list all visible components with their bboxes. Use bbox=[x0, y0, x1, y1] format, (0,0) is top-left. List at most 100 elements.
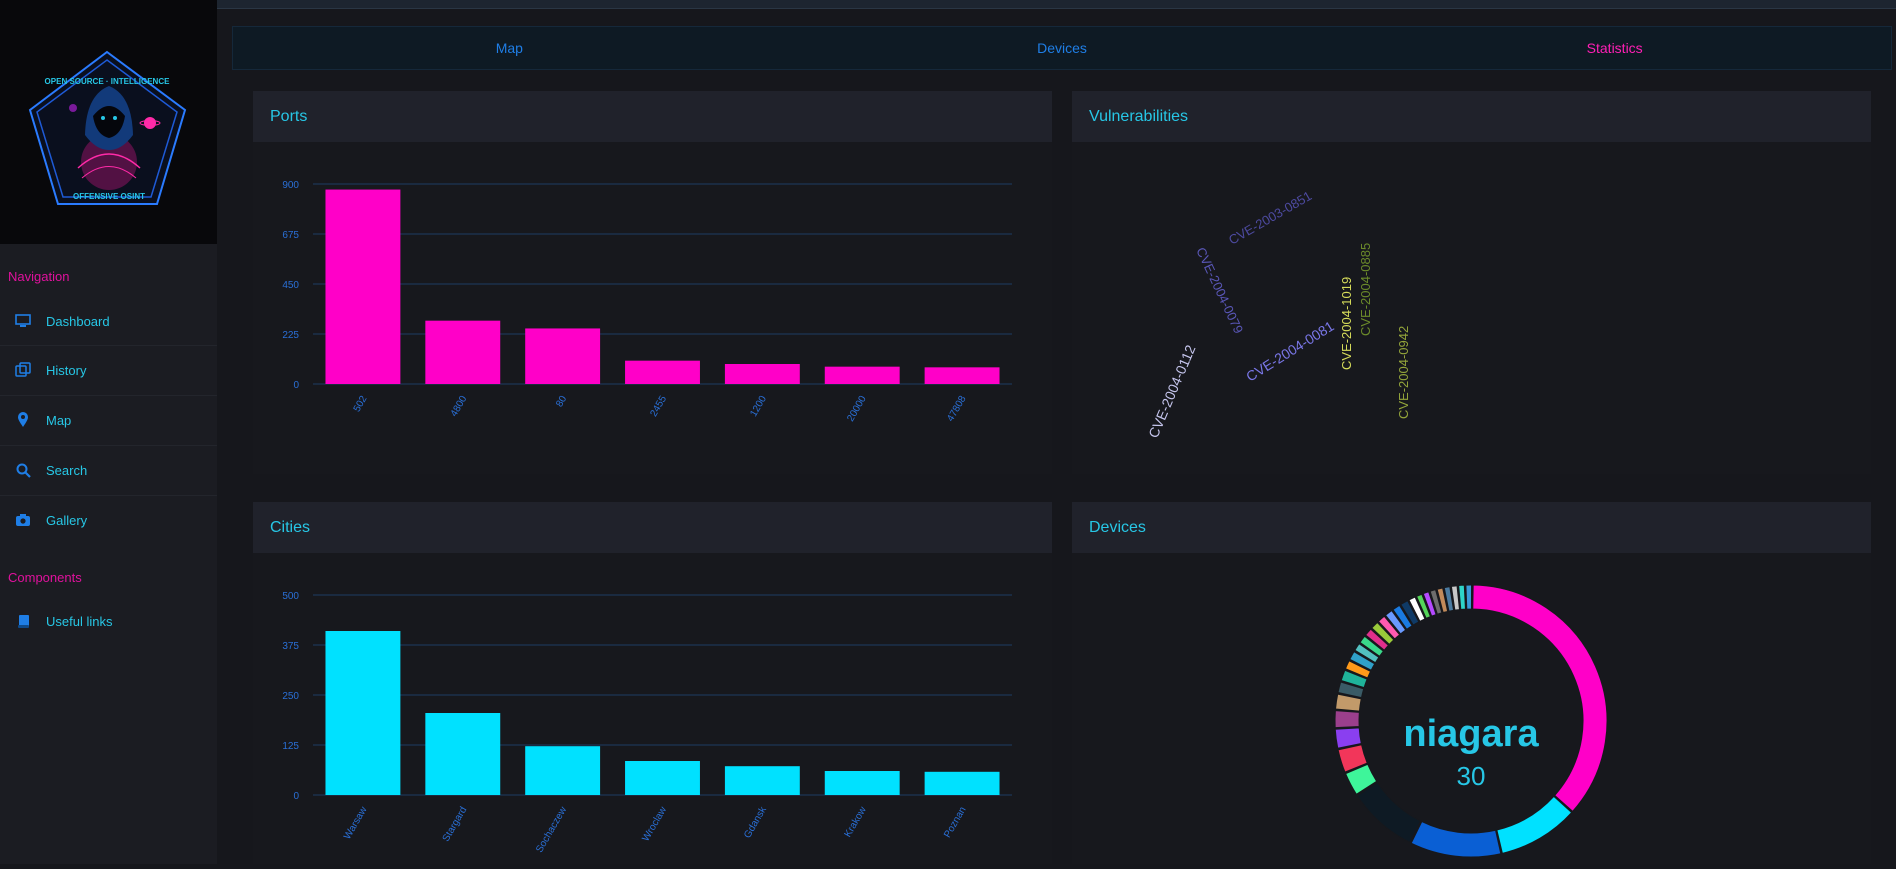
bar[interactable] bbox=[824, 771, 900, 795]
sidebar-item-history[interactable]: History bbox=[0, 346, 217, 394]
x-tick-label: Sochaczew bbox=[534, 804, 569, 854]
bar[interactable] bbox=[924, 367, 1000, 384]
donut-slice[interactable] bbox=[1422, 591, 1437, 617]
vuln-word: CVE-2004-0079 bbox=[1193, 245, 1246, 336]
donut-slice[interactable] bbox=[1371, 621, 1395, 646]
x-tick-label: Wroclaw bbox=[640, 804, 669, 843]
bar[interactable] bbox=[724, 766, 800, 795]
sidebar-item-map[interactable]: Map bbox=[0, 396, 217, 444]
donut-slice[interactable] bbox=[1344, 660, 1372, 679]
donut-slice[interactable] bbox=[1356, 781, 1422, 844]
donut-slice[interactable] bbox=[1400, 600, 1420, 626]
y-tick-label: 0 bbox=[293, 791, 299, 802]
panel-header: Vulnerabilities bbox=[1072, 91, 1871, 142]
donut-slice[interactable] bbox=[1334, 693, 1362, 712]
bar[interactable] bbox=[724, 364, 800, 384]
vulnerabilities-panel: Vulnerabilities CVE-2003-0851 CVE-2004-0… bbox=[1072, 91, 1871, 474]
donut-slice[interactable] bbox=[1458, 584, 1466, 611]
donut-slice[interactable] bbox=[1344, 763, 1378, 795]
y-tick-label: 0 bbox=[293, 380, 299, 391]
y-tick-label: 675 bbox=[282, 230, 299, 241]
panel-header: Devices bbox=[1072, 502, 1871, 553]
x-tick-label: Warsaw bbox=[342, 804, 370, 841]
y-tick-label: 900 bbox=[282, 180, 299, 191]
sidebar-item-search[interactable]: Search bbox=[0, 446, 217, 494]
y-tick-label: 375 bbox=[282, 641, 299, 652]
donut-slice[interactable] bbox=[1465, 584, 1473, 610]
sidebar-item-label: Useful links bbox=[46, 613, 113, 629]
sidebar-item-label: History bbox=[46, 362, 87, 378]
nav-section-navigation: Navigation bbox=[8, 269, 70, 284]
bar[interactable] bbox=[425, 713, 501, 795]
ports-bar-chart: 0 225 450 675 900 502 4800 80 2455 1200 20000 47808 bbox=[282, 180, 1012, 424]
donut-slice[interactable] bbox=[1359, 635, 1385, 657]
bar[interactable] bbox=[625, 360, 700, 384]
bar[interactable] bbox=[425, 320, 501, 384]
donut-slice[interactable] bbox=[1496, 795, 1573, 854]
x-tick-label: 47808 bbox=[945, 394, 969, 424]
top-bar bbox=[217, 0, 1896, 9]
tab-devices[interactable]: Devices bbox=[1037, 40, 1087, 56]
bar[interactable] bbox=[325, 189, 401, 384]
map-pin-icon bbox=[14, 411, 32, 429]
donut-slice[interactable] bbox=[1392, 604, 1413, 630]
donut-slice[interactable] bbox=[1429, 589, 1443, 615]
donut-slice[interactable] bbox=[1415, 593, 1432, 620]
donut-slice[interactable] bbox=[1354, 643, 1380, 664]
divider bbox=[0, 395, 217, 396]
bar[interactable] bbox=[924, 771, 1000, 795]
donut-slice[interactable] bbox=[1408, 596, 1426, 622]
donut-slice[interactable] bbox=[1334, 727, 1362, 749]
donut-slice[interactable] bbox=[1410, 820, 1502, 858]
devices-panel: Devices niagara 30 bbox=[1072, 502, 1871, 864]
cities-bar-chart: 0 125 250 375 500 Warsaw Stargard Sochaczew Wroc… bbox=[282, 591, 1012, 855]
vulnerabilities-word-cloud: CVE-2003-0851 CVE-2004-0079 CVE-2004-008… bbox=[1145, 188, 1411, 440]
nav-section-components: Components bbox=[8, 570, 82, 585]
tab-map[interactable]: Map bbox=[495, 40, 523, 56]
panel-title: Ports bbox=[270, 107, 308, 125]
x-tick-label: 20000 bbox=[845, 394, 869, 424]
cities-panel: Cities 0 125 250 375 500 Warsaw Stargard Sochac… bbox=[253, 502, 1052, 864]
bar[interactable] bbox=[824, 366, 900, 384]
y-tick-label: 500 bbox=[282, 591, 299, 602]
sidebar-item-dashboard[interactable]: Dashboard bbox=[0, 297, 217, 345]
sidebar-item-label: Gallery bbox=[46, 512, 88, 528]
bar[interactable] bbox=[525, 746, 601, 795]
donut-slice[interactable] bbox=[1337, 744, 1368, 773]
panel-header: Cities bbox=[253, 502, 1052, 553]
divider bbox=[0, 445, 217, 446]
donut-slice[interactable] bbox=[1472, 584, 1608, 813]
vuln-word: CVE-2003-0851 bbox=[1226, 188, 1314, 248]
logo: OPEN SOURCE · INTELLIGENCE OFFENSIVE OSI… bbox=[0, 0, 217, 244]
donut-slice[interactable] bbox=[1364, 628, 1390, 651]
bar[interactable] bbox=[525, 328, 601, 384]
vuln-word: CVE-2004-1019 bbox=[1339, 277, 1354, 370]
monitor-icon bbox=[14, 312, 32, 330]
donut-slice[interactable] bbox=[1443, 586, 1455, 612]
tab-statistics[interactable]: Statistics bbox=[1586, 40, 1643, 56]
donut-slice[interactable] bbox=[1334, 710, 1360, 729]
vuln-word: CVE-2004-0942 bbox=[1396, 326, 1411, 419]
donut-slice[interactable] bbox=[1340, 669, 1368, 689]
offensive-osint-logo: OPEN SOURCE · INTELLIGENCE OFFENSIVE OSI… bbox=[28, 50, 187, 205]
bar[interactable] bbox=[325, 631, 401, 795]
donut-slice[interactable] bbox=[1377, 615, 1401, 640]
book-icon bbox=[14, 612, 32, 630]
donut-slice[interactable] bbox=[1436, 587, 1449, 614]
x-tick-label: 502 bbox=[352, 394, 370, 414]
panel-title: Devices bbox=[1089, 518, 1146, 536]
sidebar-item-label: Dashboard bbox=[46, 313, 110, 329]
bar[interactable] bbox=[625, 761, 700, 795]
donut-slice[interactable] bbox=[1349, 650, 1376, 671]
ports-panel: Ports 0 225 450 675 900 502 4800 80 2455 1200 2000… bbox=[253, 91, 1052, 474]
divider bbox=[0, 495, 217, 496]
donut-slice[interactable] bbox=[1337, 681, 1365, 699]
x-tick-label: 4800 bbox=[449, 394, 470, 419]
tab-bar: Map Devices Statistics bbox=[232, 26, 1892, 70]
donut-slice[interactable] bbox=[1384, 609, 1407, 635]
donut-slice[interactable] bbox=[1450, 585, 1461, 611]
sidebar-item-gallery[interactable]: Gallery bbox=[0, 496, 217, 544]
donut-center-value: 30 bbox=[1457, 761, 1486, 791]
devices-donut-chart: niagara 30 bbox=[1334, 584, 1608, 858]
sidebar-item-useful-links[interactable]: Useful links bbox=[0, 597, 217, 645]
